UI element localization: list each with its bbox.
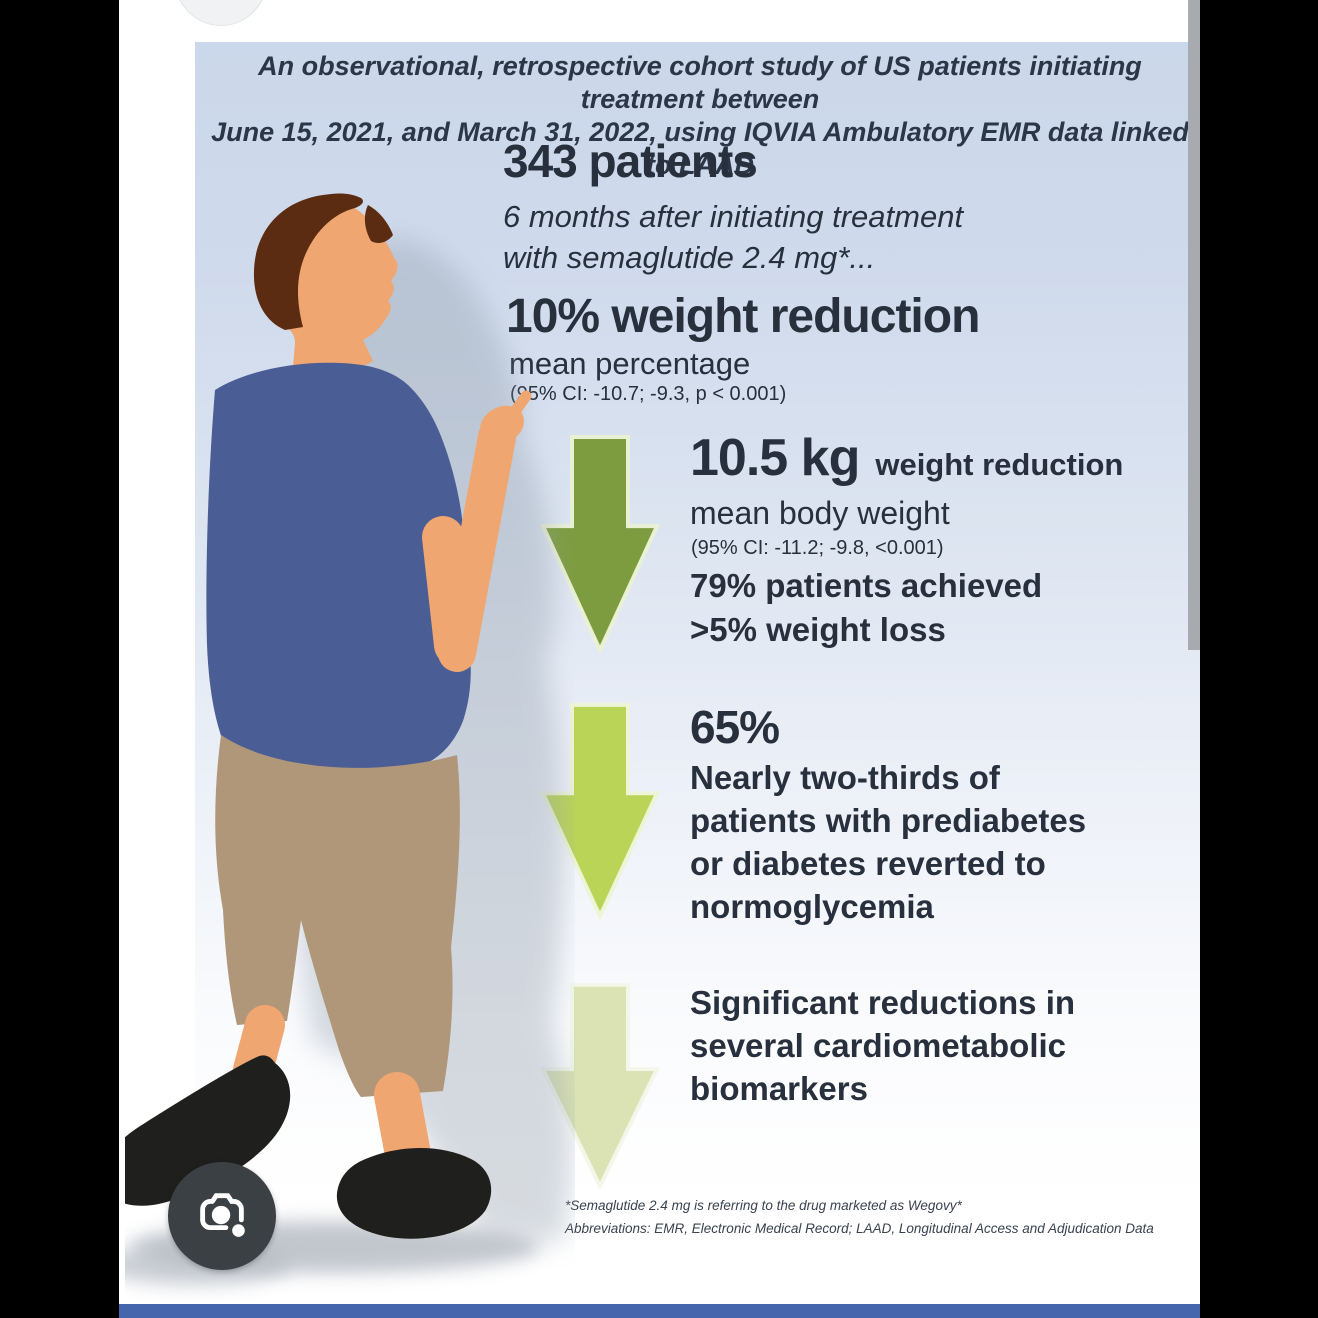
viewer-left-bar [0,0,119,1318]
person-illustration [125,193,572,1285]
top-edge-button[interactable] [175,0,267,26]
hair-front [364,205,393,243]
down-arrow-dark-green [540,435,660,653]
finding-glycemia-lines: Nearly two-thirds of patients with predi… [690,756,1086,928]
camera-lens-icon [200,1193,245,1237]
primary-result-measure: mean percentage [509,346,751,381]
patient-count: 343 patients [503,135,758,187]
right-shoe [336,1147,492,1239]
finding-kg-measure: mean body weight [690,495,950,531]
finding-glycemia-value: 65% [690,701,780,753]
cohort-context-line1: 6 months after initiating treatment [503,199,964,234]
footnote-abbreviations: Abbreviations: EMR, Electronic Medical R… [565,1221,1154,1236]
finding-kg-line: >5% weight loss [690,611,946,648]
finding-kg-value: 10.5 kg [690,429,860,487]
down-arrow-light-green [540,703,660,919]
next-image-edge [119,1304,1200,1318]
finding-glycemia-line: or diabetes reverted to [690,845,1046,882]
finding-biomarkers-lines: Significant reductions in several cardio… [690,981,1075,1110]
finding-kg-suffix: weight reduction [875,447,1124,482]
study-header-line1: An observational, retrospective cohort s… [258,51,1142,114]
shirt [206,362,471,772]
footnote-wegovy: *Semaglutide 2.4 mg is referring to the … [565,1198,962,1213]
cohort-context: 6 months after initiating treatment with… [503,196,963,278]
left-shoe [125,1055,291,1206]
cohort-context-line2: with semaglutide 2.4 mg*... [503,240,876,275]
finding-kg-line: 79% patients achieved [690,567,1043,604]
primary-result-headline: 10% weight reduction [506,290,980,343]
finding-kg-ci: (95% CI: -11.2; -9.8, <0.001) [691,537,944,559]
index-finger [501,390,532,429]
hair [253,193,363,330]
study-header: An observational, retrospective cohort s… [210,50,1190,182]
pants [215,735,460,1097]
finding-biomarkers-line: biomarkers [690,1070,868,1107]
finding-biomarkers-line: several cardiometabolic [690,1027,1067,1064]
forearm [438,418,516,672]
primary-result-ci: (95% CI: -10.7; -9.3, p < 0.001) [510,383,787,405]
infographic-image: An observational, retrospective cohort s… [119,0,1200,1318]
down-arrow-pale-green [540,983,660,1189]
camera-search-button[interactable] [168,1162,276,1270]
finding-glycemia-line: patients with prediabetes [690,802,1087,839]
finding-glycemia-line: normoglycemia [690,888,934,925]
finding-biomarkers-line: Significant reductions in [690,984,1076,1021]
finding-kg: 10.5 kg weight reduction [690,428,1123,488]
scrollbar-thumb[interactable] [1188,0,1200,650]
finding-glycemia-line: Nearly two-thirds of [690,759,1000,796]
study-header-line2: June 15, 2021, and March 31, 2022, using… [211,117,1189,180]
viewer-right-bar [1200,0,1318,1318]
